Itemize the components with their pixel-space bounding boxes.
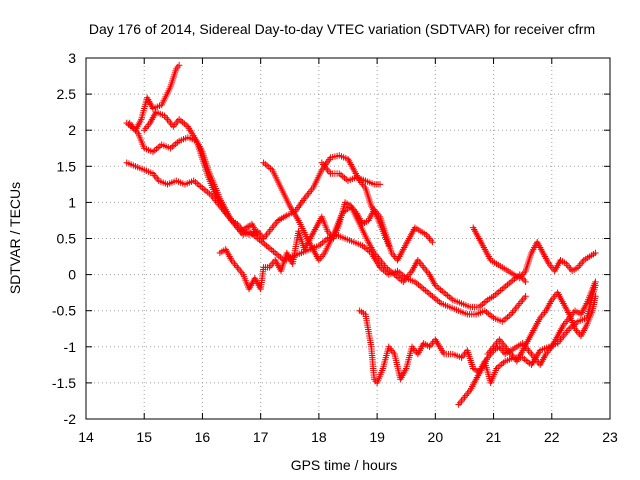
- series-track-h: [356, 282, 599, 387]
- data-point-marker: [522, 293, 529, 300]
- y-tick-label: -2: [64, 411, 77, 427]
- x-tick-label: 21: [486, 429, 502, 445]
- x-tick-label: 18: [311, 429, 327, 445]
- series-track-d: [123, 159, 261, 239]
- y-tick-label: 1: [68, 194, 76, 210]
- series-track-k: [484, 289, 599, 365]
- data-point-marker: [254, 231, 261, 239]
- x-axis-label: GPS time / hours: [291, 457, 398, 473]
- y-tick-label: 0: [68, 267, 76, 283]
- data-point-marker: [522, 278, 529, 286]
- y-tick-label: -1.5: [52, 375, 76, 391]
- data-point-marker: [592, 249, 599, 257]
- y-tick-label: 3: [68, 50, 76, 66]
- y-axis-label: SDTVAR / TECUs: [7, 182, 23, 294]
- data-point-marker: [429, 238, 436, 246]
- x-tick-label: 17: [253, 429, 269, 445]
- data-point-marker: [592, 278, 599, 286]
- x-tick-label: 20: [428, 429, 444, 445]
- y-tick-label: 1.5: [57, 158, 77, 174]
- axis-ticks: 14 15 16 17 18 19 20 21 22 23-2-1.5-1-0.500.511.5…: [52, 50, 618, 445]
- data-point-marker: [175, 62, 183, 69]
- y-tick-label: -1: [64, 339, 77, 355]
- y-tick-label: 2: [68, 122, 76, 138]
- x-tick-label: 22: [544, 429, 560, 445]
- series-track-g: [318, 159, 384, 188]
- data-point-marker: [376, 181, 384, 188]
- y-tick-label: 0.5: [57, 231, 77, 247]
- series-track-i: [455, 278, 599, 408]
- data-points: [123, 62, 599, 408]
- x-tick-label: 19: [369, 429, 385, 445]
- x-tick-label: 16: [195, 429, 211, 445]
- x-tick-label: 23: [602, 429, 618, 445]
- data-point-marker: [592, 293, 599, 300]
- chart-title: Day 176 of 2014, Sidereal Day-to-day VTE…: [89, 21, 595, 37]
- series-track-j: [469, 224, 599, 282]
- x-tick-label: 15: [136, 429, 152, 445]
- y-tick-label: -0.5: [52, 303, 76, 319]
- y-tick-label: 2.5: [57, 86, 77, 102]
- x-tick-label: 14: [78, 429, 94, 445]
- series-track-f: [260, 159, 529, 311]
